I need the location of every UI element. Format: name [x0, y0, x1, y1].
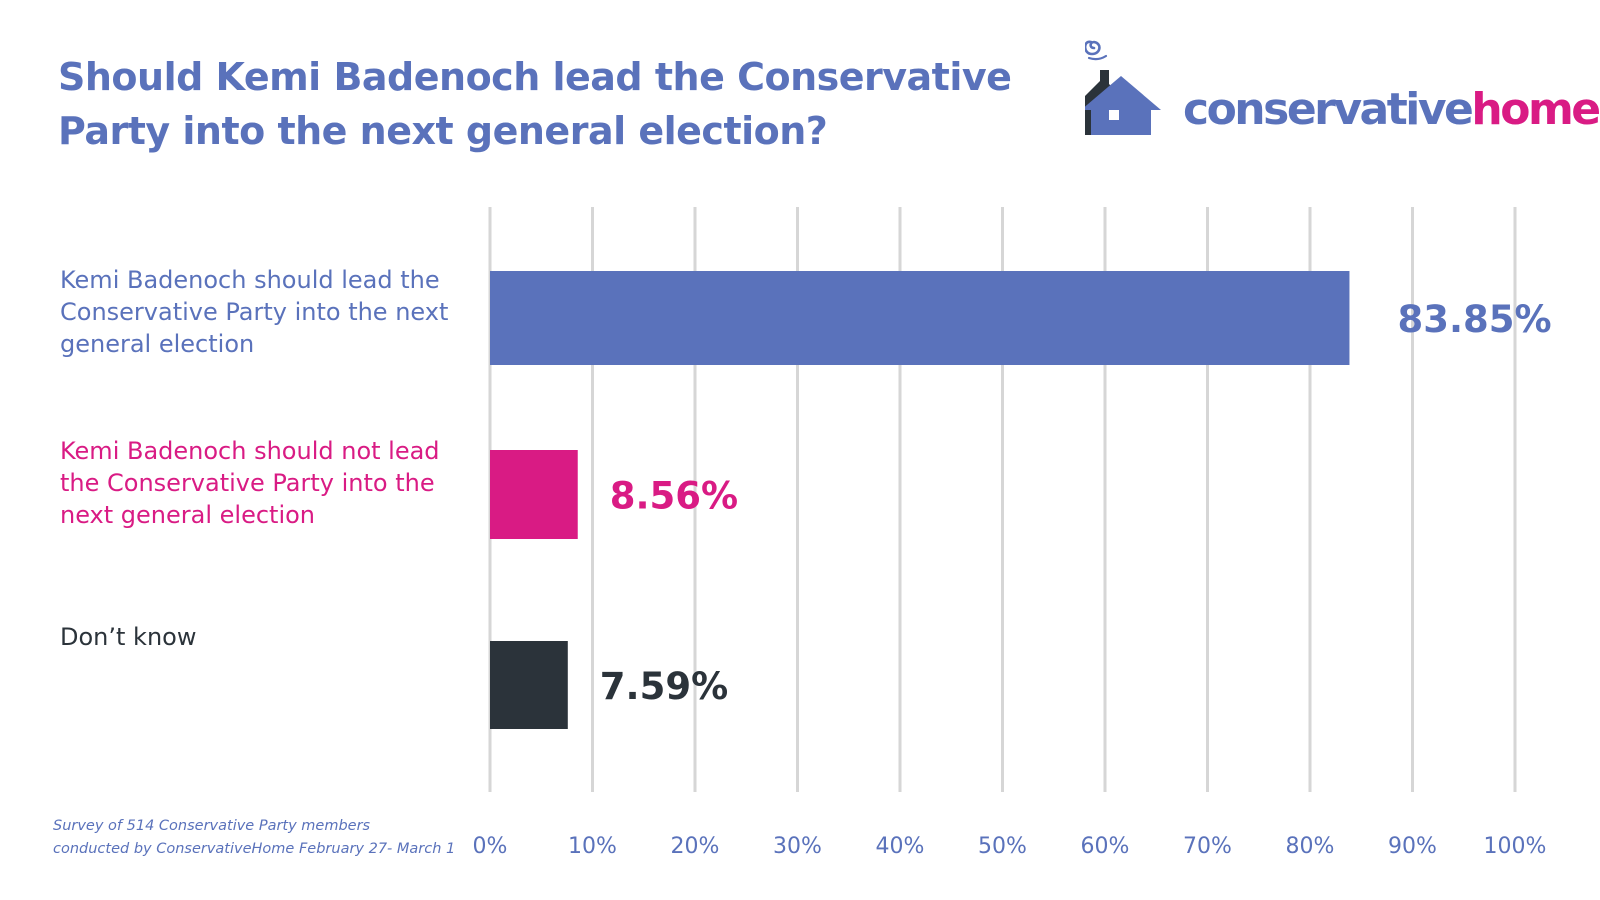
logo-text-home: home	[1471, 84, 1600, 135]
survey-footnote: Survey of 514 Conservative Party members…	[53, 815, 455, 861]
data-label: 8.56%	[610, 475, 738, 518]
x-tick-label: 50%	[978, 834, 1027, 859]
data-label: 83.85%	[1397, 298, 1551, 341]
house-with-smoke-icon	[1085, 40, 1161, 135]
bar	[490, 641, 568, 729]
x-tick-label: 30%	[773, 834, 822, 859]
footnote-line-1: Survey of 514 Conservative Party members	[53, 818, 371, 834]
bar	[490, 450, 578, 539]
x-tick-label: 0%	[473, 834, 508, 859]
x-tick-label: 80%	[1286, 834, 1335, 859]
category-label-should-not-lead: Kemi Badenoch should not lead the Conser…	[60, 437, 440, 529]
logo-wordmark: conservativehome	[1183, 82, 1600, 138]
x-tick-label: 70%	[1183, 834, 1232, 859]
x-tick-label: 60%	[1081, 834, 1130, 859]
category-label-dont-know: Don’t know	[60, 623, 197, 651]
bar	[490, 271, 1350, 365]
data-label: 7.59%	[600, 665, 728, 708]
x-tick-label: 20%	[671, 834, 720, 859]
footnote-line-2: conducted by ConservativeHome February 2…	[53, 841, 456, 857]
logo-text-conservative: conservative	[1183, 84, 1474, 135]
x-tick-label: 90%	[1388, 834, 1437, 859]
x-tick-label: 40%	[876, 834, 925, 859]
conservativehome-logo: conservativehome	[1085, 38, 1600, 148]
x-tick-label: 10%	[568, 834, 617, 859]
category-label-should-lead: Kemi Badenoch should lead the Conservati…	[60, 266, 449, 358]
x-tick-label: 100%	[1484, 834, 1547, 859]
chart-title: Should Kemi Badenoch lead the Conservati…	[58, 55, 1012, 153]
